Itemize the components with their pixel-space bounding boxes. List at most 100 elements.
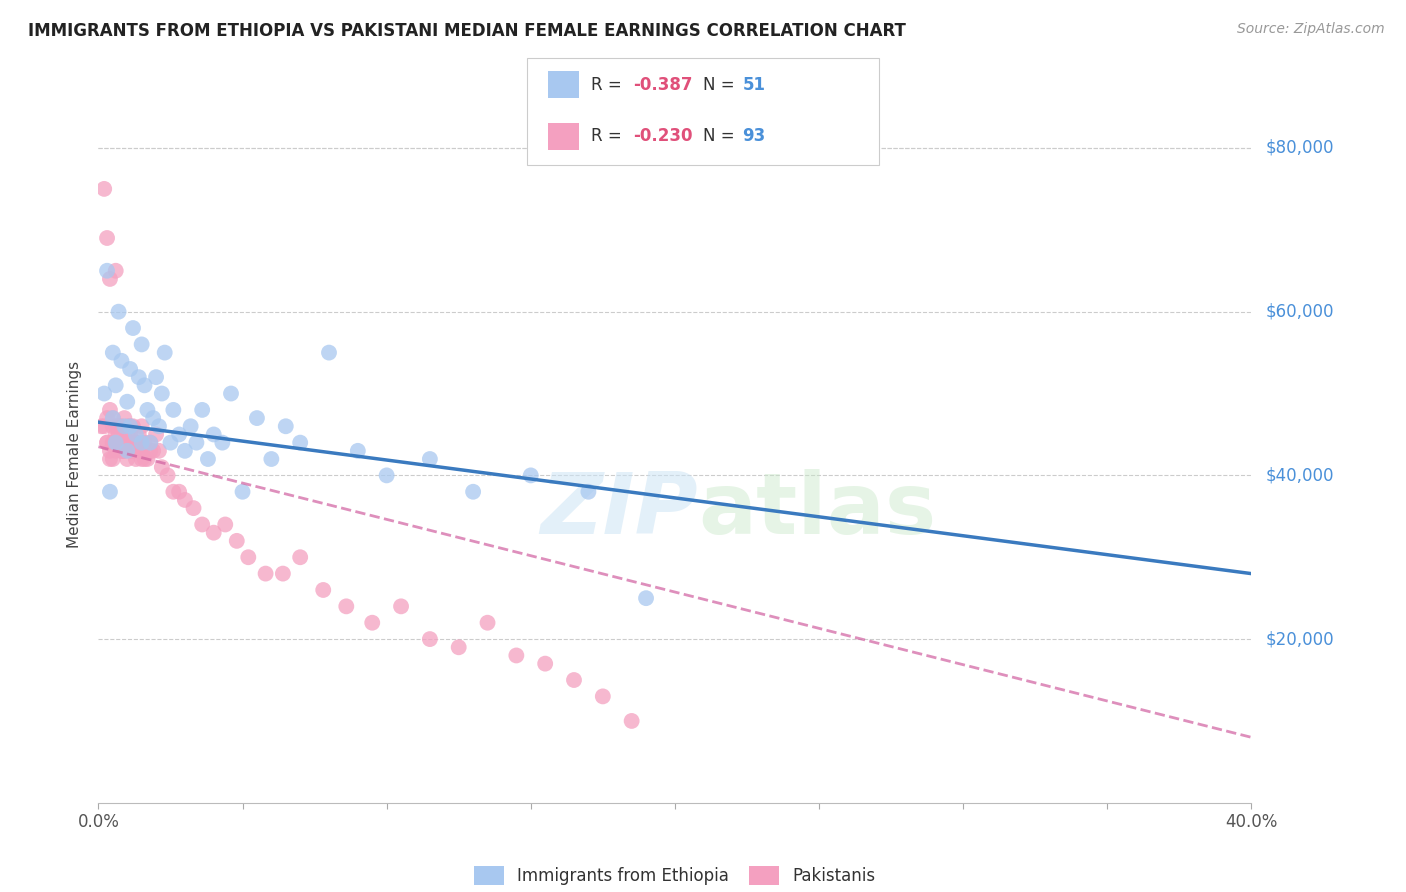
Text: $20,000: $20,000 <box>1265 630 1334 648</box>
Point <box>419 632 441 646</box>
Point <box>96 435 118 450</box>
Point <box>117 427 138 442</box>
Point <box>246 411 269 425</box>
Text: R =: R = <box>591 76 627 94</box>
Point <box>477 615 499 630</box>
Point <box>120 419 142 434</box>
Point <box>122 435 145 450</box>
Point <box>128 443 150 458</box>
Point <box>162 403 184 417</box>
Point <box>101 419 124 434</box>
Point <box>260 452 283 467</box>
Point <box>128 443 150 458</box>
Point <box>167 427 190 442</box>
Point <box>110 443 132 458</box>
Text: $60,000: $60,000 <box>1265 302 1334 321</box>
Point <box>219 386 242 401</box>
Point <box>136 452 159 467</box>
Text: IMMIGRANTS FROM ETHIOPIA VS PAKISTANI MEDIAN FEMALE EARNINGS CORRELATION CHART: IMMIGRANTS FROM ETHIOPIA VS PAKISTANI ME… <box>28 22 905 40</box>
Point <box>122 443 145 458</box>
Point <box>112 443 135 458</box>
Point <box>101 411 124 425</box>
Point <box>110 443 132 458</box>
Point <box>271 566 294 581</box>
Point <box>202 525 225 540</box>
Point <box>274 419 297 434</box>
Point <box>96 264 118 278</box>
Point <box>104 427 127 442</box>
Point <box>93 182 115 196</box>
Point <box>122 443 145 458</box>
Point <box>238 550 260 565</box>
Point <box>139 435 162 450</box>
Point <box>131 337 153 351</box>
Point <box>142 411 165 425</box>
Point <box>578 484 600 499</box>
Y-axis label: Median Female Earnings: Median Female Earnings <box>67 361 83 549</box>
Point <box>120 419 142 434</box>
Point <box>98 484 121 499</box>
Point <box>131 435 153 450</box>
Point <box>101 435 124 450</box>
Point <box>505 648 527 663</box>
Point <box>318 345 340 359</box>
Point <box>156 468 179 483</box>
Point <box>134 378 156 392</box>
Point <box>131 452 153 467</box>
Point <box>461 484 484 499</box>
Point <box>110 435 132 450</box>
Point <box>290 550 312 565</box>
Point <box>117 435 138 450</box>
Point <box>191 517 214 532</box>
Point <box>254 566 277 581</box>
Point <box>104 264 127 278</box>
Text: atlas: atlas <box>697 469 936 552</box>
Point <box>562 673 585 687</box>
Point <box>361 615 384 630</box>
Point <box>191 403 214 417</box>
Point <box>120 443 142 458</box>
Point <box>122 419 145 434</box>
Point <box>101 411 124 425</box>
Point <box>162 484 184 499</box>
Point <box>125 435 148 450</box>
Point <box>186 435 208 450</box>
Point <box>447 640 470 655</box>
Point <box>202 427 225 442</box>
Text: 93: 93 <box>742 128 766 145</box>
Point <box>112 435 135 450</box>
Point <box>183 501 205 516</box>
Point <box>197 452 219 467</box>
Point <box>150 460 173 475</box>
Point <box>107 427 129 442</box>
Point <box>148 419 170 434</box>
Point <box>110 419 132 434</box>
Point <box>107 419 129 434</box>
Point <box>174 492 197 507</box>
Text: ZIP: ZIP <box>540 469 697 552</box>
Text: 51: 51 <box>742 76 765 94</box>
Text: R =: R = <box>591 128 627 145</box>
Point <box>125 452 148 467</box>
Point <box>145 370 167 384</box>
Point <box>139 443 162 458</box>
Point <box>131 443 153 458</box>
Point <box>112 443 135 458</box>
Point <box>180 419 202 434</box>
Point <box>142 443 165 458</box>
Point <box>120 435 142 450</box>
Point <box>167 484 190 499</box>
Point <box>90 419 112 434</box>
Point <box>117 394 138 409</box>
Point <box>104 378 127 392</box>
Point <box>117 435 138 450</box>
Point <box>225 533 247 548</box>
Point <box>335 599 357 614</box>
Point <box>98 403 121 417</box>
Legend: Immigrants from Ethiopia, Pakistanis: Immigrants from Ethiopia, Pakistanis <box>474 865 876 885</box>
Point <box>214 517 236 532</box>
Point <box>419 452 441 467</box>
Point <box>290 435 312 450</box>
Point <box>112 411 135 425</box>
Point <box>98 272 121 286</box>
